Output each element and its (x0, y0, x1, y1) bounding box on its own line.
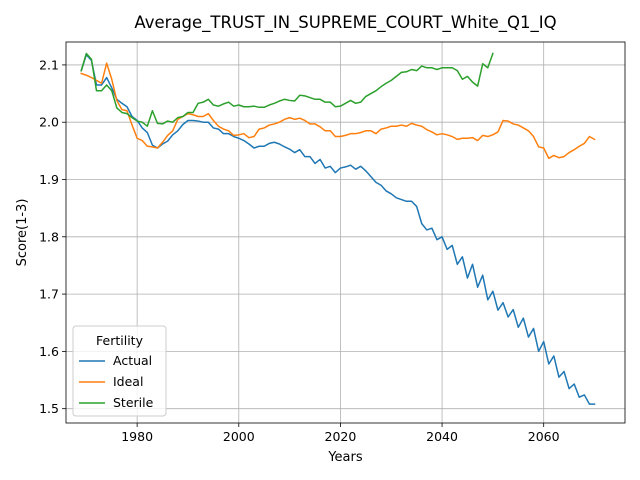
series-line-ideal (80, 62, 596, 160)
x-tick-label: 2000 (223, 429, 255, 444)
y-axis: 1.5 1.6 1.7 1.8 1.9 2.0 2.1 (39, 57, 66, 416)
x-tick-label: 1980 (121, 429, 153, 444)
y-tick-label: 2.1 (39, 57, 59, 72)
plot-area-frame (65, 41, 626, 424)
legend-label-actual: Actual (113, 353, 152, 368)
y-tick-label: 1.5 (39, 401, 59, 416)
series-lines (80, 52, 596, 405)
y-axis-label: Score(1-3) (15, 199, 30, 267)
x-tick-label: 2060 (528, 429, 560, 444)
x-tick-label: 2020 (325, 429, 357, 444)
x-axis-label: Years (327, 450, 363, 465)
x-axis: 1980 2000 2020 2040 2060 (121, 423, 560, 444)
legend-label-ideal: Ideal (113, 374, 143, 389)
x-tick-label: 2040 (426, 429, 458, 444)
chart-title: Average_TRUST_IN_SUPREME_COURT_White_Q1_… (134, 13, 556, 33)
y-tick-label: 1.7 (39, 287, 59, 302)
y-tick-label: 2.0 (39, 115, 59, 130)
y-tick-label: 1.6 (39, 344, 59, 359)
y-tick-label: 1.9 (39, 172, 59, 187)
legend-title: Fertility (96, 333, 144, 348)
y-tick-label: 1.8 (39, 229, 59, 244)
legend-label-sterile: Sterile (113, 395, 154, 410)
series-line-actual (80, 53, 596, 405)
legend-box (72, 325, 167, 417)
series-line-sterile (80, 52, 494, 127)
legend: Fertility Actual Ideal Sterile (72, 325, 167, 417)
